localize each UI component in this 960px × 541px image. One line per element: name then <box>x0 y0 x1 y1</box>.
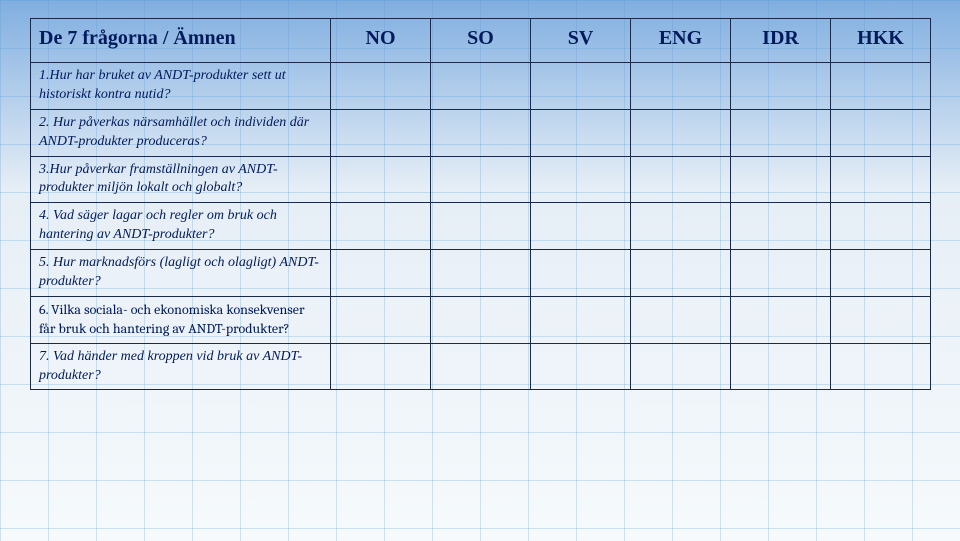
cell <box>731 296 831 343</box>
cell <box>431 63 531 110</box>
question-cell: 5. Hur marknadsförs (lagligt och olaglig… <box>31 250 331 297</box>
table-title: De 7 frågorna / Ämnen <box>31 19 331 63</box>
cell <box>531 296 631 343</box>
table-row: 6. Vilka sociala- och ekonomiska konsekv… <box>31 296 931 343</box>
table-row: 1.Hur har bruket av ANDT-produkter sett … <box>31 63 931 110</box>
cell <box>431 250 531 297</box>
cell <box>631 296 731 343</box>
cell <box>831 109 931 156</box>
cell <box>431 296 531 343</box>
question-cell: 6. Vilka sociala- och ekonomiska konsekv… <box>31 296 331 343</box>
cell <box>731 343 831 390</box>
cell <box>831 296 931 343</box>
question-cell: 7. Vad händer med kroppen vid bruk av AN… <box>31 343 331 390</box>
col-sv: SV <box>531 19 631 63</box>
col-hkk: HKK <box>831 19 931 63</box>
cell <box>631 343 731 390</box>
cell <box>331 296 431 343</box>
cell <box>831 203 931 250</box>
cell <box>431 343 531 390</box>
question-cell: 4. Vad säger lagar och regler om bruk oc… <box>31 203 331 250</box>
cell <box>331 250 431 297</box>
cell <box>531 343 631 390</box>
cell <box>531 250 631 297</box>
cell <box>731 63 831 110</box>
cell <box>531 156 631 203</box>
question-cell: 3.Hur påverkar framställningen av ANDT-p… <box>31 156 331 203</box>
col-eng: ENG <box>631 19 731 63</box>
cell <box>531 203 631 250</box>
question-cell: 2. Hur påverkas närsamhället och individ… <box>31 109 331 156</box>
cell <box>831 250 931 297</box>
cell <box>531 63 631 110</box>
table-row: 4. Vad säger lagar och regler om bruk oc… <box>31 203 931 250</box>
cell <box>331 63 431 110</box>
cell <box>431 109 531 156</box>
cell <box>431 203 531 250</box>
table-row: 3.Hur påverkar framställningen av ANDT-p… <box>31 156 931 203</box>
cell <box>331 343 431 390</box>
cell <box>331 109 431 156</box>
cell <box>631 156 731 203</box>
cell <box>831 156 931 203</box>
cell <box>631 109 731 156</box>
cell <box>731 109 831 156</box>
cell <box>631 203 731 250</box>
cell <box>631 250 731 297</box>
table-row: 2. Hur påverkas närsamhället och individ… <box>31 109 931 156</box>
cell <box>731 250 831 297</box>
table-row: 5. Hur marknadsförs (lagligt och olaglig… <box>31 250 931 297</box>
cell <box>331 203 431 250</box>
col-no: NO <box>331 19 431 63</box>
cell <box>831 63 931 110</box>
cell <box>331 156 431 203</box>
question-cell: 1.Hur har bruket av ANDT-produkter sett … <box>31 63 331 110</box>
col-idr: IDR <box>731 19 831 63</box>
table-header-row: De 7 frågorna / Ämnen NO SO SV ENG IDR H… <box>31 19 931 63</box>
slide: De 7 frågorna / Ämnen NO SO SV ENG IDR H… <box>0 0 960 541</box>
table-row: 7. Vad händer med kroppen vid bruk av AN… <box>31 343 931 390</box>
cell <box>431 156 531 203</box>
cell <box>531 109 631 156</box>
questions-table: De 7 frågorna / Ämnen NO SO SV ENG IDR H… <box>30 18 931 390</box>
cell <box>831 343 931 390</box>
cell <box>731 156 831 203</box>
col-so: SO <box>431 19 531 63</box>
cell <box>731 203 831 250</box>
cell <box>631 63 731 110</box>
